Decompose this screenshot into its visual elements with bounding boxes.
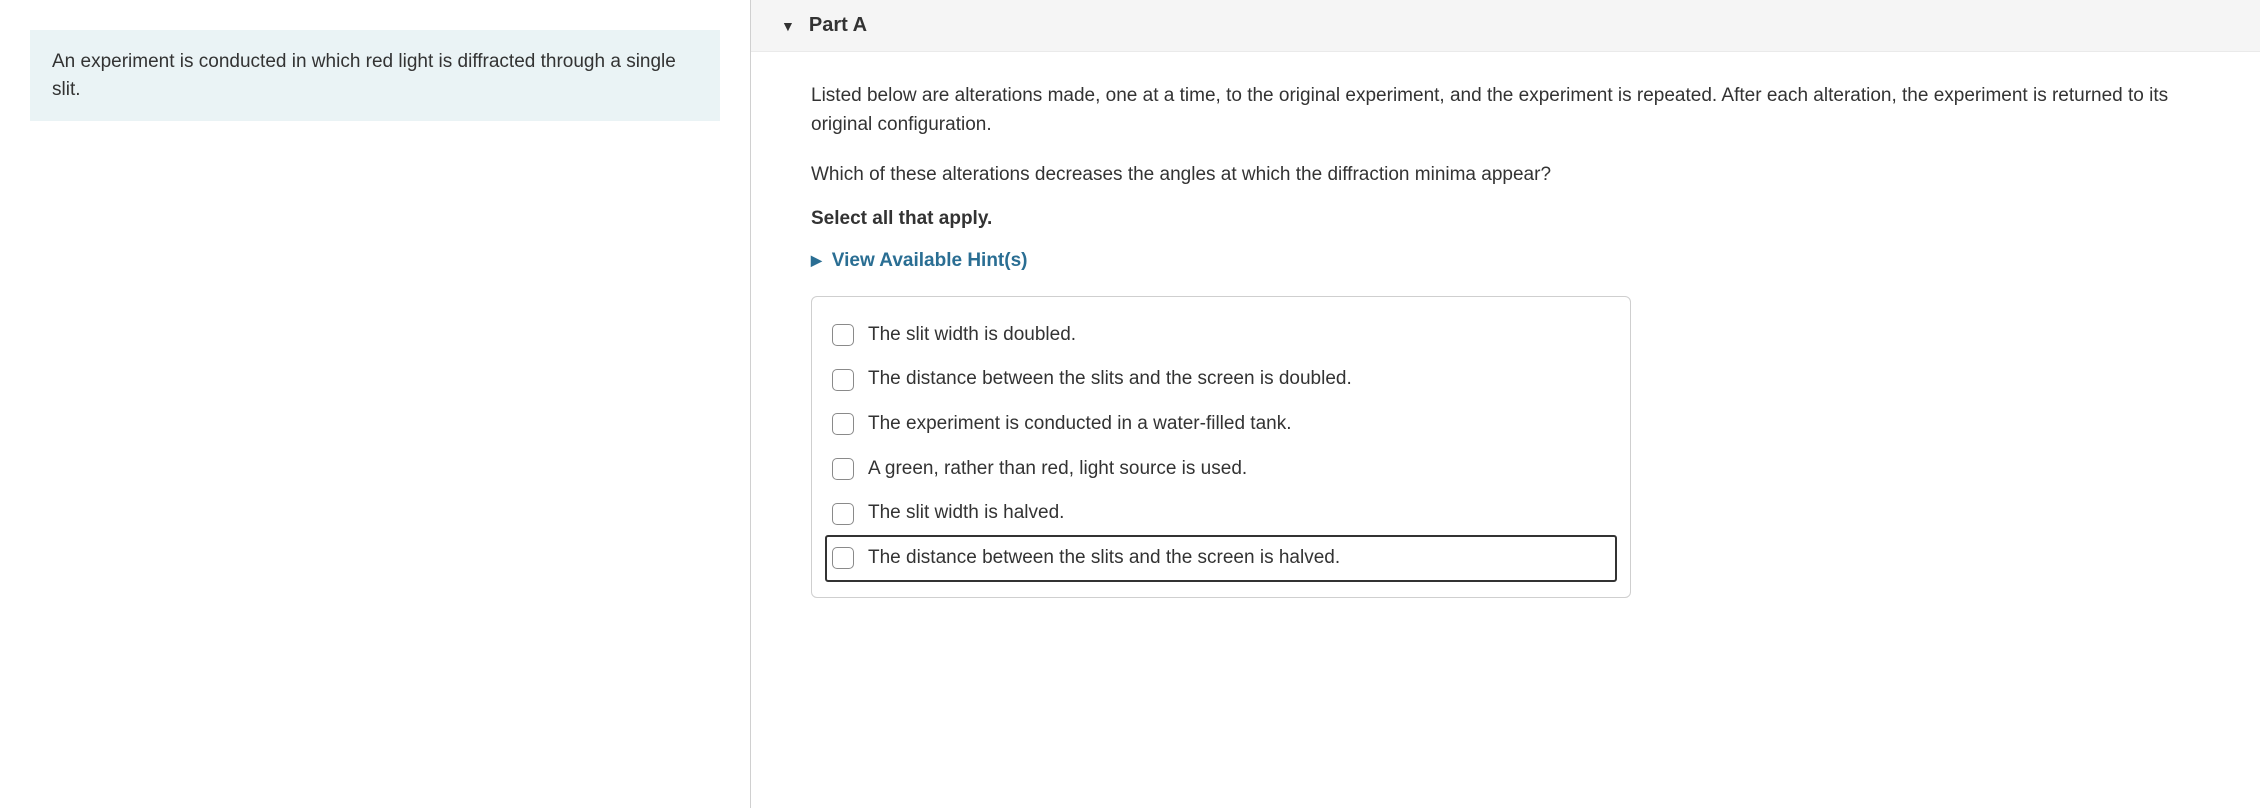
option-row[interactable]: The experiment is conducted in a water-f… (826, 402, 1616, 447)
problem-intro-text: An experiment is conducted in which red … (52, 51, 676, 100)
option-checkbox-0[interactable] (832, 324, 854, 346)
problem-intro: An experiment is conducted in which red … (30, 30, 720, 121)
hints-toggle[interactable]: ▶ View Available Hint(s) (811, 250, 2220, 272)
option-row[interactable]: The slit width is halved. (826, 491, 1616, 536)
option-checkbox-2[interactable] (832, 413, 854, 435)
option-label: The slit width is halved. (868, 501, 1064, 526)
option-label: The experiment is conducted in a water-f… (868, 412, 1292, 437)
left-column: An experiment is conducted in which red … (0, 0, 750, 808)
layout-root: An experiment is conducted in which red … (0, 0, 2260, 808)
part-header[interactable]: ▼ Part A (751, 0, 2260, 52)
option-label: A green, rather than red, light source i… (868, 457, 1247, 482)
instruction-text: Select all that apply. (811, 208, 2220, 230)
option-checkbox-5[interactable] (832, 547, 854, 569)
option-row[interactable]: The distance between the slits and the s… (826, 357, 1616, 402)
chevron-right-icon: ▶ (811, 252, 822, 269)
option-checkbox-4[interactable] (832, 503, 854, 525)
question-text: Which of these alterations decreases the… (811, 161, 2220, 190)
collapse-icon: ▼ (781, 18, 795, 34)
option-row[interactable]: The slit width is doubled. (826, 313, 1616, 358)
option-checkbox-3[interactable] (832, 458, 854, 480)
part-body: Listed below are alterations made, one a… (751, 82, 2260, 598)
option-label: The distance between the slits and the s… (868, 367, 1352, 392)
part-title: Part A (809, 14, 867, 37)
option-row[interactable]: A green, rather than red, light source i… (826, 447, 1616, 492)
option-label: The distance between the slits and the s… (868, 546, 1340, 571)
option-row[interactable]: The distance between the slits and the s… (826, 536, 1616, 581)
option-checkbox-1[interactable] (832, 369, 854, 391)
options-box: The slit width is doubled. The distance … (811, 296, 1631, 598)
hints-label: View Available Hint(s) (832, 250, 1028, 272)
prompt-text: Listed below are alterations made, one a… (811, 82, 2220, 139)
option-label: The slit width is doubled. (868, 323, 1076, 348)
right-column: ▼ Part A Listed below are alterations ma… (751, 0, 2260, 808)
